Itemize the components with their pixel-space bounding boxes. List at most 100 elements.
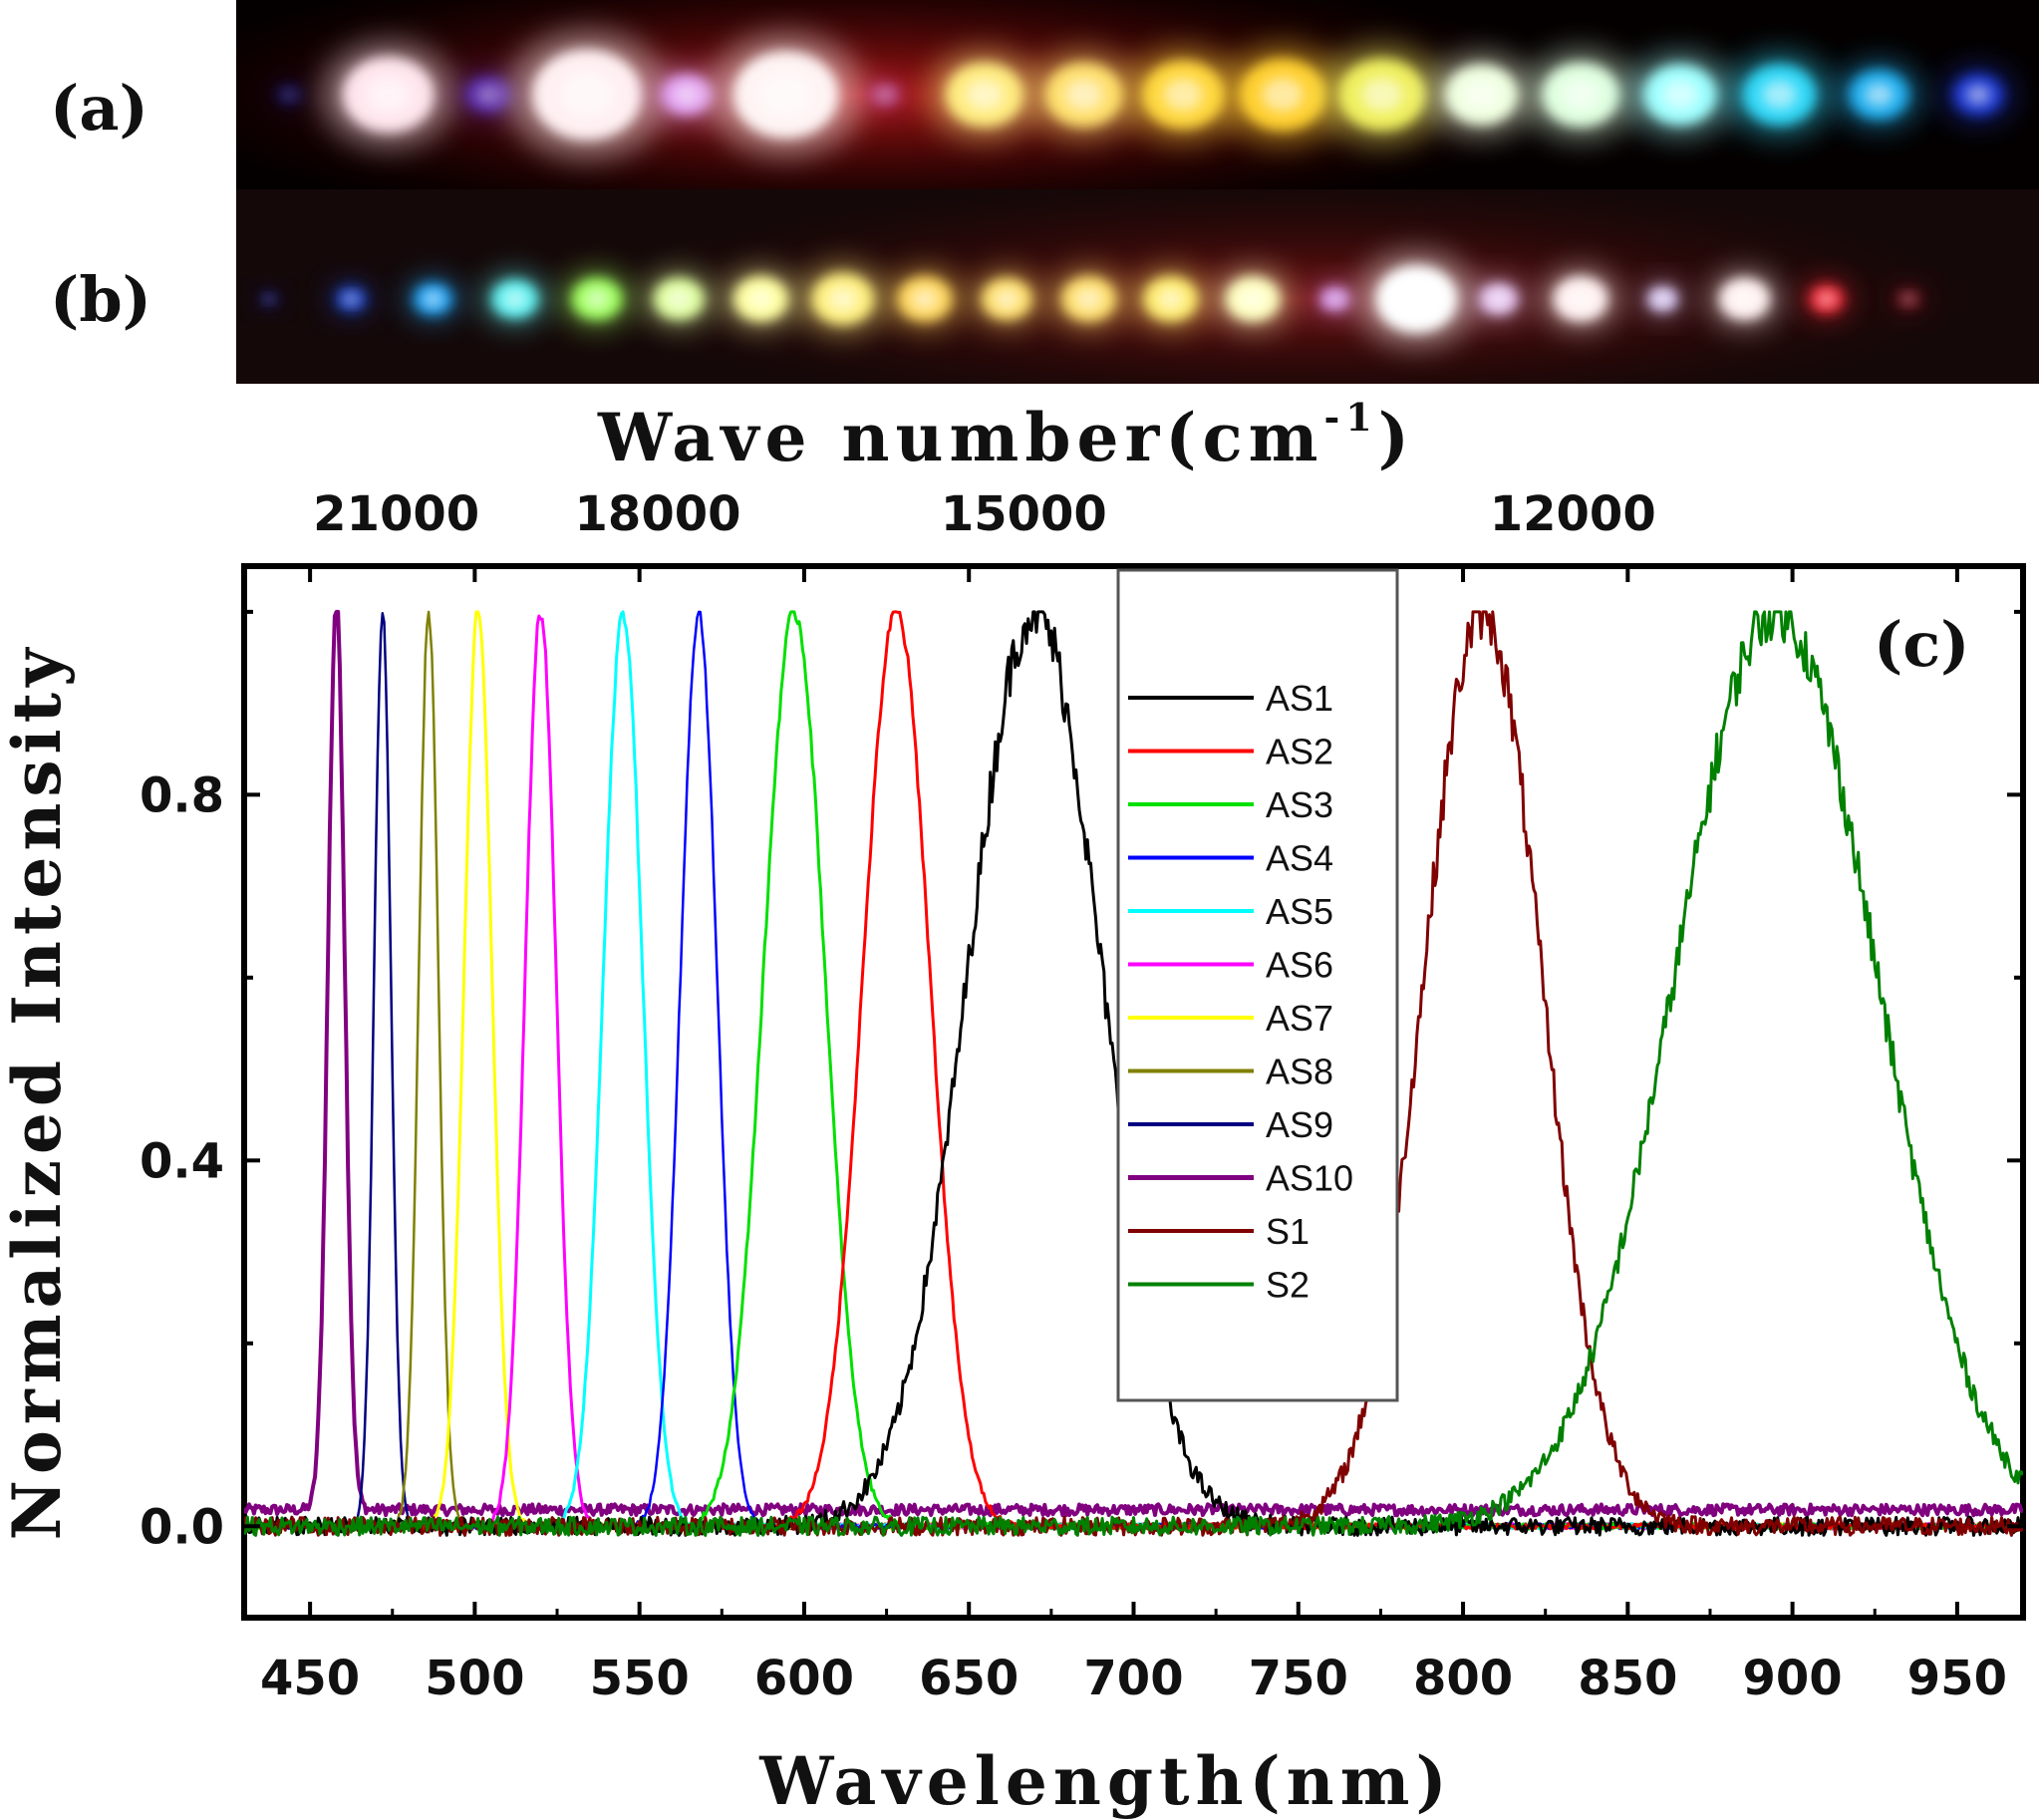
x-tick-label: 700 (1083, 1651, 1183, 1706)
legend-item: AS3 (1128, 784, 1333, 825)
photo-a-spot (649, 65, 725, 125)
x-tick-label: 850 (1578, 1651, 1677, 1706)
photo-b-spot (1048, 266, 1129, 332)
legend-label: AS5 (1266, 891, 1333, 932)
panel-c-label: (c) (1874, 608, 1969, 681)
series-group (244, 609, 2023, 1537)
top-tick-label: 21000 (313, 486, 479, 542)
legend-label: S1 (1266, 1211, 1310, 1252)
photo-a-spot (1940, 65, 2016, 125)
photo-b-spot (1355, 250, 1478, 348)
top-axis-title: Wave number(cm-1) (597, 395, 1415, 476)
y-tick-labels: 0.0 0.4 0.8 (140, 767, 224, 1555)
photo-b-spot (559, 269, 635, 329)
photo-b-spot (1800, 278, 1853, 320)
x-tick-label: 950 (1907, 1651, 2007, 1706)
photo-a-spot (320, 41, 456, 149)
legend-item: AS7 (1128, 998, 1333, 1039)
photo-b-spot (796, 262, 889, 336)
photo-a-spot (1427, 51, 1536, 139)
x-tick-label: 550 (590, 1651, 690, 1706)
photo-b-spot (1639, 280, 1686, 318)
x-tick-label: 800 (1413, 1651, 1513, 1706)
legend-items: AS1 AS2 AS3 AS4 AS5 AS6 AS7 AS8 AS9 AS10 S1 S2 (1128, 678, 1353, 1306)
photo-b-spot (721, 266, 801, 332)
top-axis-title-end: ) (1378, 399, 1415, 476)
photo-b-spot (1888, 282, 1929, 316)
photo-a-spot (1725, 51, 1834, 139)
y-tick-label: 0.0 (140, 1499, 224, 1555)
top-tick-labels: 21000 18000 15000 12000 (313, 486, 1656, 542)
legend-label: AS8 (1266, 1052, 1333, 1092)
panel-a-label: (a) (50, 72, 148, 145)
photo-a-spot (1122, 46, 1245, 144)
legend-item: AS8 (1128, 1052, 1333, 1092)
photo-b-spot (1540, 266, 1621, 332)
x-axis-title: Wavelength(nm) (758, 1742, 1452, 1820)
photo-a-spot (1625, 51, 1735, 139)
photo-a-spot (927, 49, 1042, 141)
legend-box (1116, 568, 1399, 1402)
x-tick-labels: 450 500 550 600 650 700 750 800 850 900 950 (260, 1651, 2007, 1706)
photo-b-red-haze (598, 189, 1993, 384)
photo-a-spot (708, 32, 864, 157)
photo-a-spot (1835, 59, 1923, 131)
legend-item: S1 (1128, 1211, 1310, 1252)
photo-b-spot (1706, 269, 1783, 329)
y-tick-label: 0.4 (140, 1133, 224, 1189)
photo-a-spot (505, 30, 669, 159)
top-tick-label: 15000 (941, 486, 1107, 542)
panel-b-label: (b) (50, 263, 151, 336)
legend: AS1 AS2 AS3 AS4 AS5 AS6 AS7 AS8 AS9 AS10 S1 S2 (1116, 568, 1399, 1402)
photo-b-spot (1212, 266, 1294, 332)
x-tick-label: 650 (919, 1651, 1019, 1706)
legend-label: AS1 (1266, 678, 1333, 719)
photo-b-spot (254, 287, 284, 311)
x-tick-label: 750 (1249, 1651, 1348, 1706)
x-tick-label: 600 (754, 1651, 854, 1706)
legend-item: AS9 (1128, 1104, 1333, 1145)
y-axis-title: Normalized Intensity (0, 643, 76, 1541)
photo-a-spot (1523, 49, 1638, 141)
legend-item: AS2 (1128, 732, 1333, 772)
series-line-as10 (244, 609, 2023, 1518)
photo-b-spot (1130, 266, 1212, 332)
legend-label: AS10 (1266, 1158, 1353, 1199)
legend-label: AS9 (1266, 1104, 1333, 1145)
photo-b-spot (404, 276, 462, 322)
photo-b-spot (480, 271, 550, 327)
photo-b-spot (1311, 280, 1358, 318)
legend-item: AS4 (1128, 838, 1333, 879)
photo-b-spot (328, 280, 375, 318)
photo-b-spot (969, 269, 1044, 329)
photo-a-spot (268, 78, 310, 112)
top-axis-title-main: Wave number(cm (597, 399, 1323, 476)
photo-a-spots (268, 30, 2016, 159)
photo-b-spot (884, 266, 966, 332)
legend-item: S2 (1128, 1265, 1310, 1306)
series-line-s2 (244, 610, 2023, 1537)
photo-b (236, 189, 2039, 384)
x-tick-label: 500 (425, 1651, 524, 1706)
legend-label: AS2 (1266, 732, 1333, 772)
photo-b-spot (1469, 276, 1528, 322)
legend-label: AS4 (1266, 838, 1333, 879)
y-tick-label: 0.8 (140, 767, 224, 823)
legend-item: AS5 (1128, 891, 1333, 932)
top-axis-title-superscript: -1 (1323, 395, 1377, 440)
legend-item: AS1 (1128, 678, 1333, 719)
legend-label: AS3 (1266, 784, 1333, 825)
photo-a-spot (1218, 43, 1347, 147)
top-tick-label: 12000 (1490, 486, 1656, 542)
legend-label: S2 (1266, 1265, 1310, 1306)
photo-b-spots (254, 250, 1929, 348)
legend-label: AS7 (1266, 998, 1333, 1039)
photo-a-spot (1317, 43, 1447, 147)
legend-item: AS6 (1128, 945, 1333, 986)
x-tick-label: 450 (260, 1651, 360, 1706)
legend-item: AS10 (1128, 1158, 1353, 1199)
x-tick-label: 900 (1743, 1651, 1843, 1706)
photo-a-spot (1025, 49, 1142, 141)
legend-label: AS6 (1266, 945, 1333, 986)
